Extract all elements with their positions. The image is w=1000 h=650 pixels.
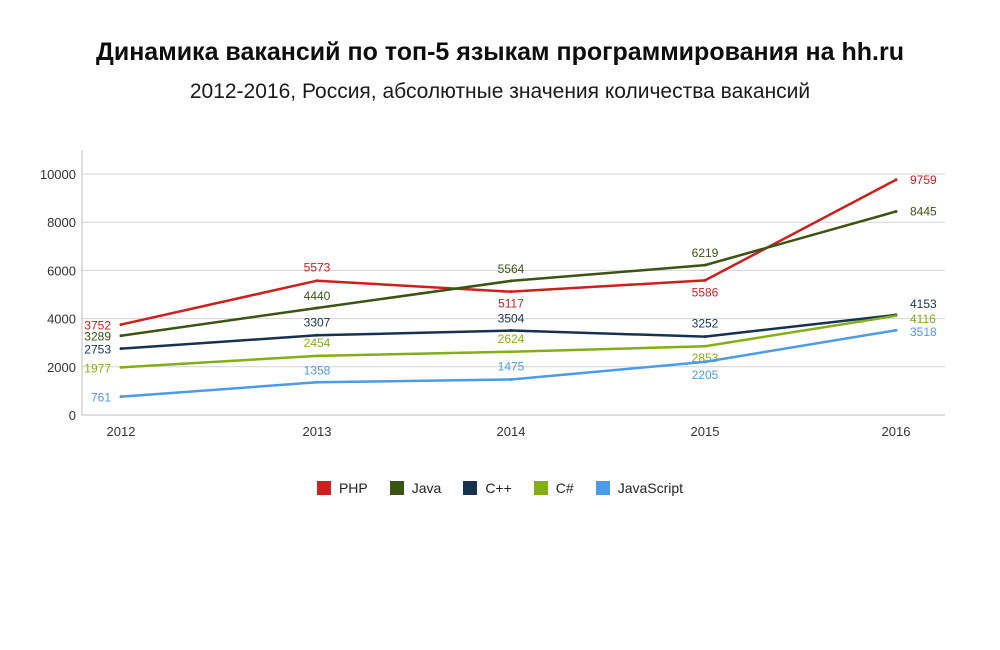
data-label: 761 xyxy=(91,391,111,405)
data-label: 3252 xyxy=(692,317,719,331)
y-tick-label: 0 xyxy=(69,408,76,423)
data-label: 4440 xyxy=(304,289,331,303)
data-label: 3289 xyxy=(84,330,111,344)
data-point xyxy=(894,328,898,332)
data-label: 2753 xyxy=(84,343,111,357)
legend-swatch xyxy=(389,481,404,495)
legend-label: JavaScript xyxy=(617,480,684,496)
data-point xyxy=(119,365,123,369)
x-tick-label: 2016 xyxy=(882,424,911,439)
data-point xyxy=(894,178,898,182)
data-label: 4153 xyxy=(910,297,937,311)
data-point xyxy=(894,209,898,213)
y-tick-label: 4000 xyxy=(47,312,76,327)
legend-item-javascript: JavaScript xyxy=(595,480,684,496)
data-point xyxy=(703,335,707,339)
chart-legend: PHP Java C++ C# JavaScript xyxy=(0,480,1000,496)
data-label: 6219 xyxy=(692,246,719,260)
legend-label: Java xyxy=(411,480,442,496)
data-point xyxy=(509,279,513,283)
data-label: 5573 xyxy=(304,261,331,275)
data-point xyxy=(119,323,123,327)
data-label: 9759 xyxy=(910,173,937,187)
data-point xyxy=(119,395,123,399)
x-tick-label: 2013 xyxy=(303,424,332,439)
legend-label: C++ xyxy=(485,480,512,496)
data-label: 1977 xyxy=(84,361,111,375)
data-point xyxy=(703,263,707,267)
data-label: 8445 xyxy=(910,204,937,218)
legend-swatch xyxy=(463,481,478,495)
legend-item-php: PHP xyxy=(316,480,368,496)
data-point xyxy=(315,380,319,384)
x-tick-label: 2012 xyxy=(107,424,136,439)
data-label: 2624 xyxy=(498,332,525,346)
data-label: 5564 xyxy=(498,262,525,276)
y-tick-label: 2000 xyxy=(47,360,76,375)
data-label: 5586 xyxy=(692,285,719,299)
data-label: 2205 xyxy=(692,368,719,382)
data-point xyxy=(509,290,513,294)
data-label: 2454 xyxy=(304,336,331,350)
legend-label: PHP xyxy=(338,480,368,496)
chart-title: Динамика вакансий по топ-5 языкам програ… xyxy=(96,38,904,66)
data-point xyxy=(509,329,513,333)
data-label: 3518 xyxy=(910,325,937,339)
y-tick-label: 6000 xyxy=(47,263,76,278)
data-point xyxy=(703,344,707,348)
x-tick-label: 2014 xyxy=(497,424,526,439)
data-point xyxy=(894,314,898,318)
legend-swatch xyxy=(533,481,548,495)
data-label: 3752 xyxy=(84,319,111,333)
data-point xyxy=(315,279,319,283)
data-point xyxy=(315,333,319,337)
chart-subtitle: 2012-2016, Россия, абсолютные значения к… xyxy=(189,80,811,103)
x-tick-label: 2015 xyxy=(691,424,720,439)
data-point xyxy=(703,278,707,282)
data-label: 3307 xyxy=(304,315,331,329)
data-label: 1475 xyxy=(498,359,525,373)
y-tick-label: 8000 xyxy=(47,215,76,230)
data-point xyxy=(315,306,319,310)
legend-item-cpp: C++ xyxy=(463,480,512,496)
legend-swatch xyxy=(316,481,331,495)
data-point xyxy=(703,360,707,364)
legend-swatch xyxy=(595,481,610,495)
legend-item-csharp: C# xyxy=(533,480,574,496)
data-point xyxy=(509,350,513,354)
data-point xyxy=(119,347,123,351)
data-point xyxy=(315,354,319,358)
data-point xyxy=(119,334,123,338)
data-label: 1358 xyxy=(304,363,331,377)
data-label: 4116 xyxy=(910,312,936,326)
data-label: 3504 xyxy=(498,312,525,326)
y-tick-label: 10000 xyxy=(40,167,76,182)
legend-label: C# xyxy=(555,480,574,496)
data-point xyxy=(509,377,513,381)
data-label: 5117 xyxy=(498,297,524,311)
legend-item-java: Java xyxy=(389,480,442,496)
